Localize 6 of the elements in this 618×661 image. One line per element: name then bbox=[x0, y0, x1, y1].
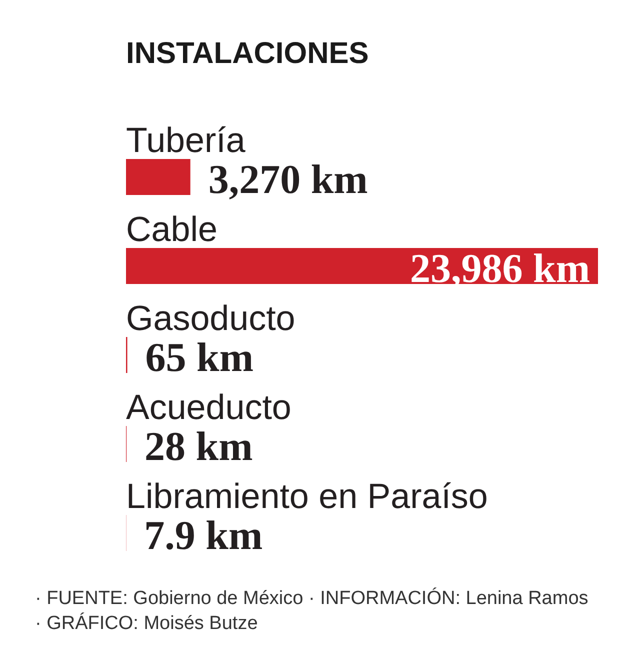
bar bbox=[126, 159, 190, 195]
text: · GRÁFICO: Moisés Butze bbox=[35, 612, 258, 634]
chart-title: INSTALACIONES bbox=[126, 37, 369, 70]
text: · FUENTE: Gobierno de México · INFORMACIÓN: Lenina Ramos bbox=[35, 587, 588, 609]
y-tick-label: Cable bbox=[126, 210, 218, 249]
data-label: 23,986 km bbox=[410, 245, 590, 291]
